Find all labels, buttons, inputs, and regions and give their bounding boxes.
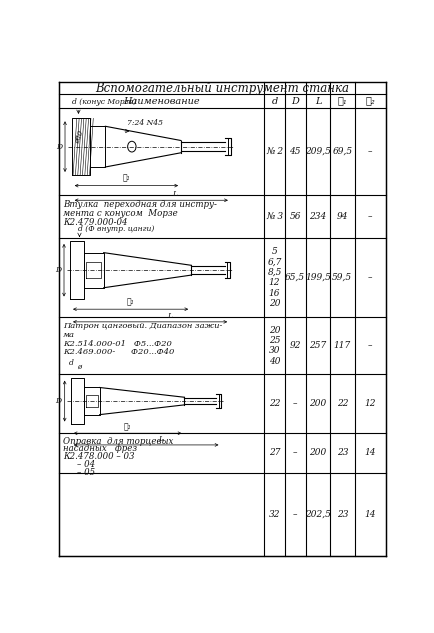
Text: 22: 22 (269, 399, 280, 408)
Text: d: d (271, 97, 278, 106)
Text: 202,5: 202,5 (305, 510, 331, 519)
Text: ℓ₁: ℓ₁ (122, 175, 130, 183)
Text: К2.479.000-04: К2.479.000-04 (63, 218, 128, 227)
Text: насадных   фрез: насадных фрез (63, 444, 138, 453)
Text: d (Ф внутр. цанги): d (Ф внутр. цанги) (79, 225, 155, 233)
Text: 200: 200 (309, 448, 326, 458)
Text: ø80: ø80 (73, 130, 85, 145)
Text: d (конус Морзе): d (конус Морзе) (72, 97, 137, 106)
Text: –: – (368, 341, 372, 350)
Text: Патрон цанговый. Диапазон зажи-: Патрон цанговый. Диапазон зажи- (63, 322, 223, 330)
Text: 5
6,7
8,5
12
16
20: 5 6,7 8,5 12 16 20 (267, 247, 282, 308)
Text: L: L (315, 97, 321, 106)
Text: –: – (368, 212, 372, 221)
Text: –: – (293, 510, 297, 519)
Text: 257: 257 (309, 341, 326, 350)
Text: 56: 56 (289, 212, 301, 221)
Text: № 3: № 3 (266, 212, 283, 221)
Text: Оправка  для торцевых: Оправка для торцевых (63, 437, 174, 446)
Text: 199,5: 199,5 (305, 273, 331, 282)
Ellipse shape (128, 141, 136, 152)
Text: Втулка  переходная для инстру-: Втулка переходная для инстру- (63, 200, 217, 210)
Text: 209,5: 209,5 (305, 147, 331, 156)
Text: ø: ø (77, 363, 82, 371)
Text: –: – (368, 273, 372, 282)
Text: Наименование: Наименование (124, 97, 200, 106)
Text: 117: 117 (334, 341, 351, 350)
Text: 94: 94 (337, 212, 348, 221)
Text: 92: 92 (289, 341, 301, 350)
Text: 14: 14 (364, 448, 376, 458)
Text: 7:24 N45: 7:24 N45 (127, 119, 163, 127)
Text: 22: 22 (337, 399, 348, 408)
Text: 23: 23 (337, 448, 348, 458)
Text: 12: 12 (364, 399, 376, 408)
Text: 59,5: 59,5 (332, 273, 352, 282)
Text: –: – (293, 448, 297, 458)
Text: 32: 32 (269, 510, 280, 519)
Text: 234: 234 (309, 212, 326, 221)
Text: d: d (69, 360, 74, 368)
Text: 20
25
30
40: 20 25 30 40 (269, 325, 280, 366)
Text: –: – (368, 147, 372, 156)
Text: – 04: – 04 (77, 460, 95, 469)
Text: ℓ₁: ℓ₁ (127, 299, 135, 307)
Text: ℓ₁: ℓ₁ (338, 97, 347, 106)
Text: 65,5: 65,5 (285, 273, 305, 282)
Text: 27: 27 (269, 448, 280, 458)
Text: L: L (173, 190, 178, 198)
Text: – 05: – 05 (77, 468, 95, 477)
Text: –: – (293, 399, 297, 408)
Text: L: L (158, 435, 164, 443)
Text: К2.514.000-01   Ф5...Ф20: К2.514.000-01 Ф5...Ф20 (63, 340, 172, 348)
Text: Вспомогательный инструмент станка: Вспомогательный инструмент станка (95, 82, 349, 95)
Text: ℓ₁: ℓ₁ (124, 423, 132, 431)
Text: D: D (56, 397, 62, 405)
Text: К2.478.000 – 03: К2.478.000 – 03 (63, 452, 135, 461)
Text: 23: 23 (337, 510, 348, 519)
Text: 69,5: 69,5 (332, 147, 352, 156)
Text: ℓ₂: ℓ₂ (365, 97, 375, 106)
Text: 14: 14 (364, 510, 376, 519)
Text: 200: 200 (309, 399, 326, 408)
Text: L: L (167, 311, 172, 320)
Text: D: D (291, 97, 299, 106)
Text: D: D (56, 142, 62, 151)
Text: мента с конусом  Морзе: мента с конусом Морзе (63, 209, 178, 218)
Text: 45: 45 (289, 147, 301, 156)
Text: К2.469.000-      Ф20...Ф40: К2.469.000- Ф20...Ф40 (63, 348, 175, 356)
Text: ма: ма (63, 331, 76, 339)
Text: № 2: № 2 (266, 147, 283, 156)
Text: D: D (55, 266, 61, 274)
